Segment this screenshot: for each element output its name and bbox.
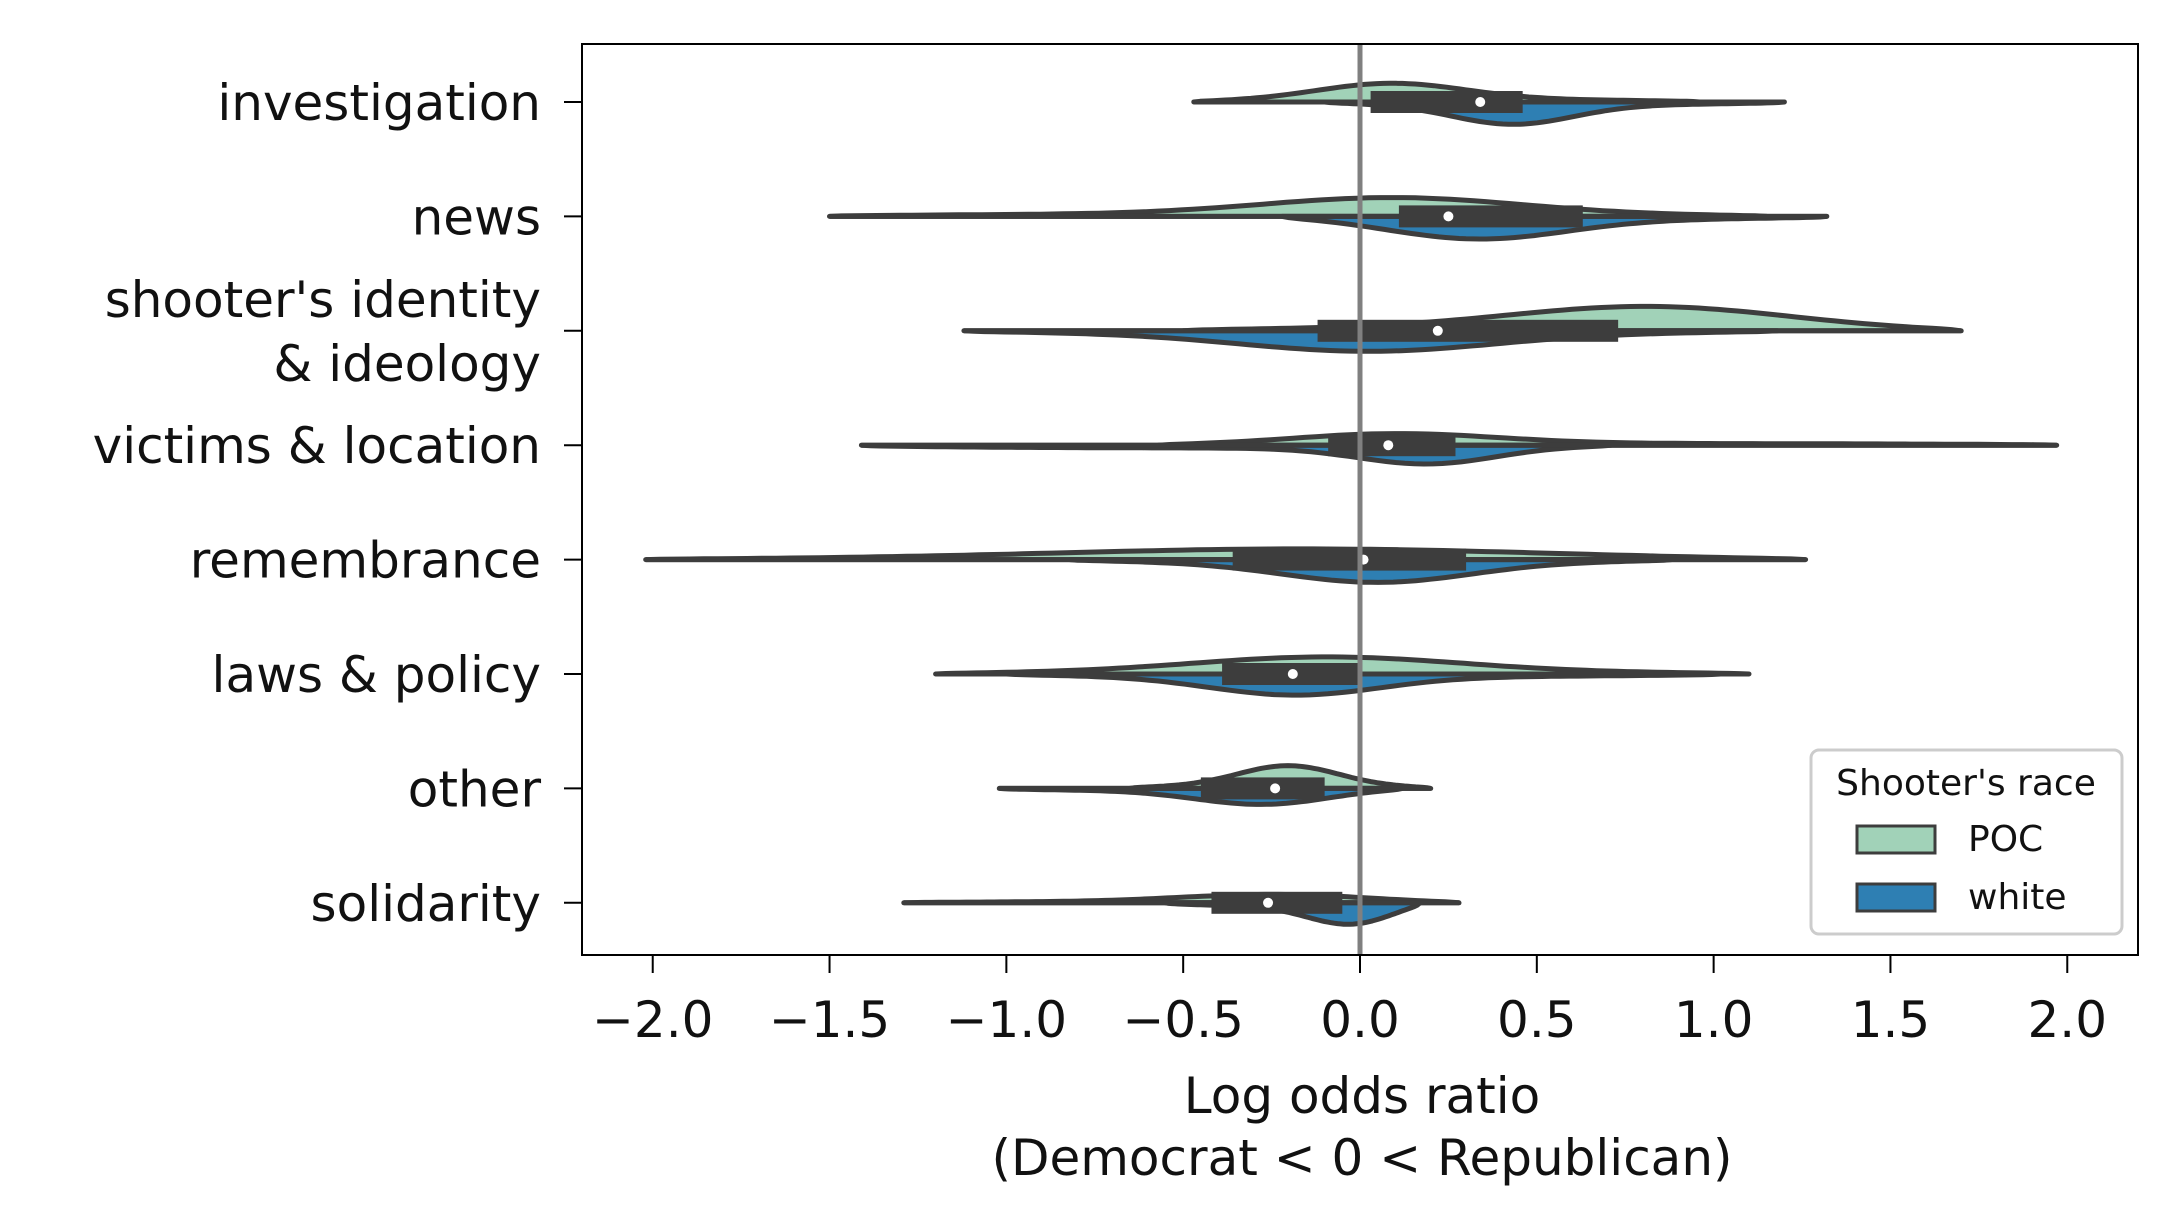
iqr-box-7 xyxy=(1211,891,1343,914)
iqr-box-0 xyxy=(1370,91,1523,113)
category-label-4-0: remembrance xyxy=(190,532,541,590)
x-tick-label-5: 0.5 xyxy=(1497,991,1577,1049)
median-dot-5 xyxy=(1287,669,1298,679)
x-tick-label-0: −2.0 xyxy=(592,991,713,1049)
legend-label-white: white xyxy=(1968,877,2067,918)
median-dot-1 xyxy=(1443,211,1454,222)
legend-title: Shooter's race xyxy=(1836,763,2096,804)
category-label-2-1: & ideology xyxy=(273,335,541,393)
x-tick-label-4: 0.0 xyxy=(1320,991,1400,1049)
x-tick-label-2: −1.0 xyxy=(946,991,1067,1049)
y-axis: investigation news shooter's identity & ide… xyxy=(93,74,582,933)
category-label-3-0: victims & location xyxy=(93,417,541,475)
median-dot-7 xyxy=(1263,897,1274,908)
median-dot-2 xyxy=(1432,325,1443,336)
median-dot-0 xyxy=(1475,97,1486,107)
x-axis-label-line1: Log odds ratio xyxy=(1184,1067,1541,1125)
x-tick-label-6: 1.0 xyxy=(1674,991,1754,1049)
median-dot-3 xyxy=(1383,440,1394,451)
category-label-5-0: laws & policy xyxy=(212,646,541,704)
category-label-1-0: news xyxy=(412,188,541,246)
iqr-box-1 xyxy=(1398,205,1583,228)
legend: Shooter's race POC white xyxy=(1809,748,2124,936)
x-tick-label-1: −1.5 xyxy=(769,991,890,1049)
median-dot-6 xyxy=(1270,783,1281,794)
x-axis: −2.0 −1.5 −1.0 −0.5 0.0 0.5 1.0 1.5 2.0 xyxy=(592,955,2107,1049)
category-label-7-0: solidarity xyxy=(311,875,541,933)
iqr-box-4 xyxy=(1232,548,1467,571)
x-tick-label-8: 2.0 xyxy=(2028,991,2108,1049)
iqr-box-2 xyxy=(1317,319,1619,342)
x-axis-label-line2: (Democrat < 0 < Republican) xyxy=(991,1129,1732,1187)
x-tick-label-7: 1.5 xyxy=(1851,991,1931,1049)
category-label-6-0: other xyxy=(408,760,542,818)
legend-swatch-white xyxy=(1855,882,1937,913)
violin-poc-2 xyxy=(1180,303,1964,334)
category-label-2-0: shooter's identity xyxy=(105,271,541,329)
iqr-box-6 xyxy=(1200,777,1325,800)
violin-white-4 xyxy=(1067,557,1674,585)
category-label-0-0: investigation xyxy=(217,74,541,132)
x-tick-label-3: −0.5 xyxy=(1122,991,1243,1049)
legend-label-poc: POC xyxy=(1968,819,2043,860)
legend-swatch-poc xyxy=(1855,824,1937,855)
